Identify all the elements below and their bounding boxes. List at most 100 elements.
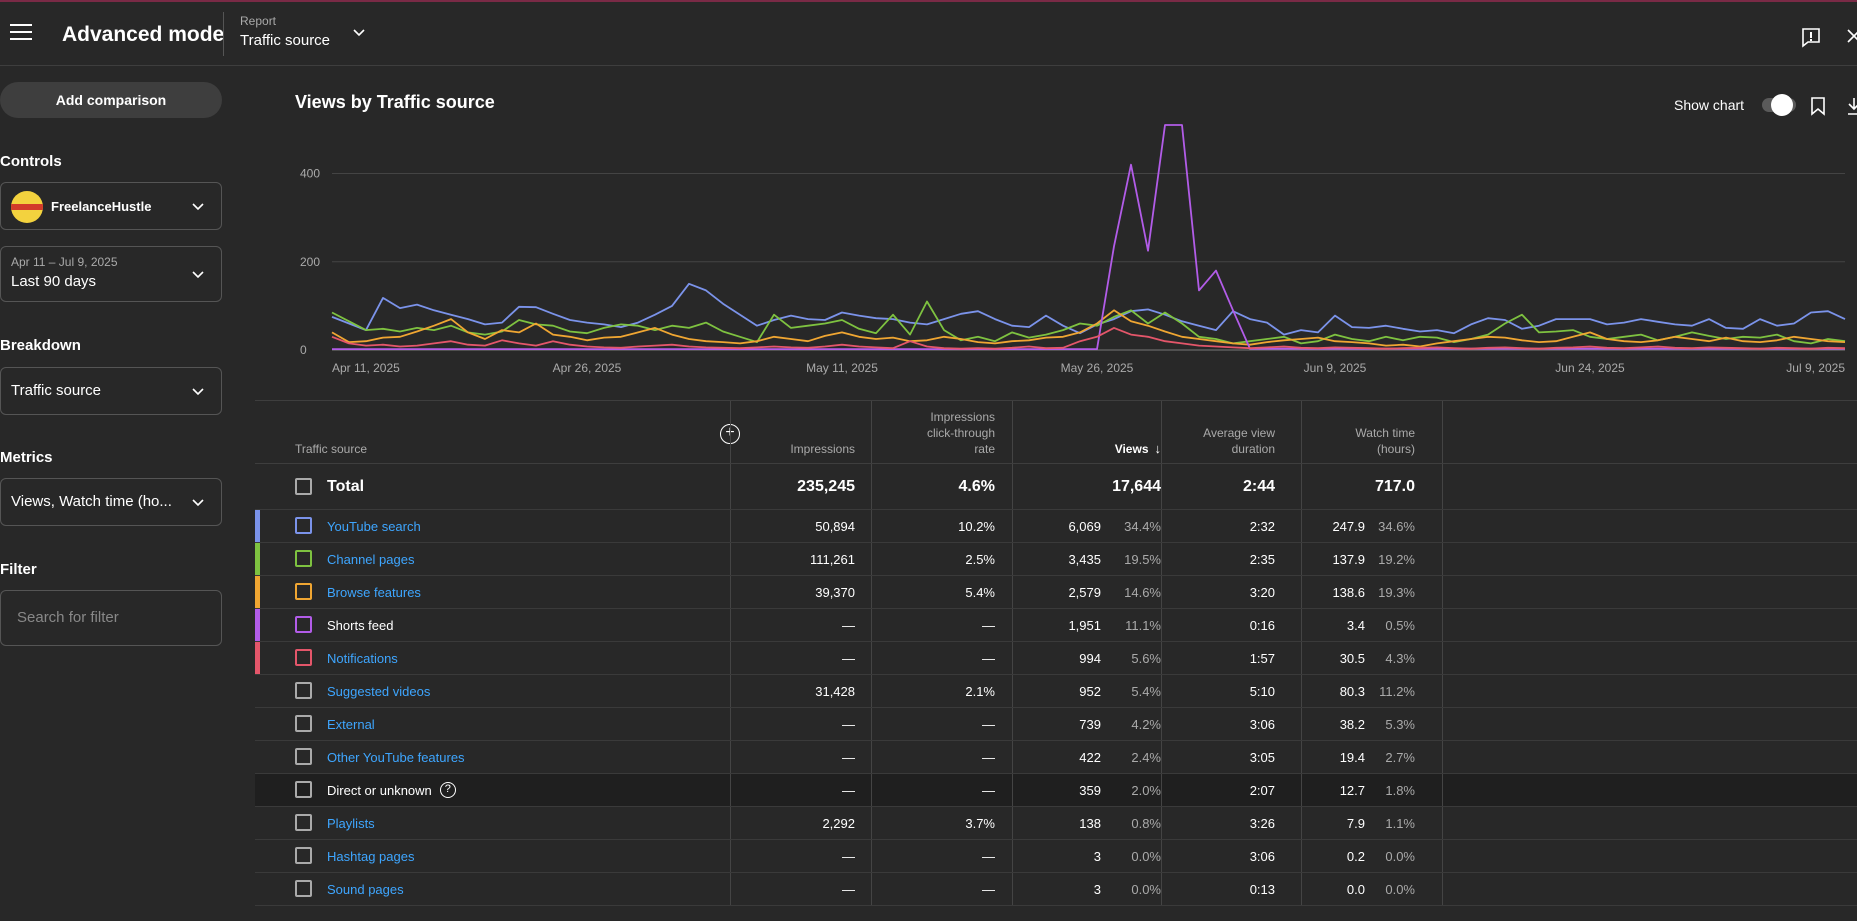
row-checkbox[interactable] xyxy=(295,748,312,765)
header-avg-view-duration[interactable]: Average view duration xyxy=(1203,426,1275,456)
row-checkbox[interactable] xyxy=(295,880,312,897)
watch-time-cell: 137.9 xyxy=(1332,551,1365,567)
views-pct-cell: 5.6% xyxy=(1131,650,1161,666)
impressions-cell: 50,894 xyxy=(815,518,855,534)
row-checkbox[interactable] xyxy=(295,517,312,534)
feedback-icon[interactable] xyxy=(1800,26,1822,48)
filter-search-input[interactable]: Search for filter xyxy=(0,590,222,646)
download-icon[interactable] xyxy=(1846,96,1857,116)
header-watch-time[interactable]: Watch time (hours) xyxy=(1355,426,1415,456)
ctr-cell: 5.4% xyxy=(965,584,995,600)
impressions-cell: — xyxy=(842,782,855,798)
source-name[interactable]: Notifications xyxy=(327,650,398,666)
impressions-cell: 111,261 xyxy=(809,551,855,567)
source-name[interactable]: Sound pages xyxy=(327,881,404,897)
impressions-cell: 31,428 xyxy=(815,683,855,699)
watch-time-cell: 80.3 xyxy=(1339,683,1365,699)
impressions-cell: 2,292 xyxy=(822,815,855,831)
row-checkbox[interactable] xyxy=(295,781,312,798)
avd-cell: 1:57 xyxy=(1249,650,1275,666)
source-name[interactable]: Channel pages xyxy=(327,551,415,567)
impressions-cell: — xyxy=(842,716,855,732)
hamburger-menu-icon[interactable] xyxy=(10,24,32,44)
x-tick-label: May 11, 2025 xyxy=(806,361,878,375)
watch-time-cell: 12.7 xyxy=(1339,782,1365,798)
title-divider xyxy=(223,12,224,56)
watch-pct-cell: 4.3% xyxy=(1385,650,1415,666)
views-pct-cell: 0.8% xyxy=(1131,815,1161,831)
header-views[interactable]: Views ↓ xyxy=(1114,441,1162,456)
channel-select[interactable]: FreelanceHustle xyxy=(0,182,222,230)
metrics-select[interactable]: Views, Watch time (ho... xyxy=(0,478,222,526)
row-checkbox[interactable] xyxy=(295,649,312,666)
watch-time-cell: 3.4 xyxy=(1346,617,1365,633)
source-name[interactable]: Hashtag pages xyxy=(327,848,415,864)
ctr-cell: — xyxy=(982,749,995,765)
source-name[interactable]: Suggested videos xyxy=(327,683,431,699)
close-icon[interactable] xyxy=(1846,28,1857,44)
avd-cell: 3:26 xyxy=(1249,815,1275,831)
row-checkbox[interactable] xyxy=(295,583,312,600)
views-pct-cell: 0.0% xyxy=(1131,881,1161,897)
table-row: External — — 739 4.2% 3:06 38.2 5.3% xyxy=(255,708,1857,741)
ctr-cell: — xyxy=(982,617,995,633)
views-cell: 422 xyxy=(1079,749,1101,765)
header-ctr[interactable]: Impressions click-through rate xyxy=(926,410,995,456)
report-select[interactable]: Traffic source xyxy=(240,32,331,49)
source-name[interactable]: External xyxy=(327,716,375,732)
views-cell: 1,951 xyxy=(1068,617,1101,633)
chevron-down-icon[interactable] xyxy=(352,26,366,40)
series-color-bar xyxy=(255,510,260,542)
avd-cell: 2:32 xyxy=(1249,518,1275,534)
sort-down-icon: ↓ xyxy=(1154,441,1162,456)
x-tick-label: Apr 26, 2025 xyxy=(553,361,622,375)
source-name[interactable]: Other YouTube features xyxy=(327,749,465,765)
table-row: Direct or unknown? — — 359 2.0% 2:07 12.… xyxy=(255,774,1857,807)
views-cell: 739 xyxy=(1079,716,1101,732)
x-tick-label: Jun 24, 2025 xyxy=(1555,361,1625,375)
watch-pct-cell: 1.1% xyxy=(1385,815,1415,831)
bookmark-icon[interactable] xyxy=(1810,96,1826,116)
x-tick-label: May 26, 2025 xyxy=(1061,361,1134,375)
views-cell: 2,579 xyxy=(1068,584,1101,600)
table-row: Notifications — — 994 5.6% 1:57 30.5 4.3… xyxy=(255,642,1857,675)
total-checkbox[interactable] xyxy=(295,478,312,495)
series-line xyxy=(331,326,1846,350)
avd-cell: 0:16 xyxy=(1249,617,1275,633)
views-cell: 6,069 xyxy=(1068,518,1101,534)
source-name[interactable]: Browse features xyxy=(327,584,421,600)
breakdown-value: Traffic source xyxy=(11,382,102,399)
date-range-select[interactable]: Apr 11 – Jul 9, 2025 Last 90 days xyxy=(0,246,222,302)
toggle-knob[interactable] xyxy=(1771,94,1793,116)
row-checkbox[interactable] xyxy=(295,682,312,699)
impressions-cell: — xyxy=(842,848,855,864)
row-checkbox[interactable] xyxy=(295,847,312,864)
watch-time-cell: 7.9 xyxy=(1346,815,1365,831)
chevron-down-icon xyxy=(192,271,204,279)
header-impressions[interactable]: Impressions xyxy=(790,442,855,456)
x-tick-label: Apr 11, 2025 xyxy=(332,361,400,375)
row-checkbox[interactable] xyxy=(295,550,312,567)
row-checkbox[interactable] xyxy=(295,715,312,732)
impressions-cell: — xyxy=(842,617,855,633)
series-line xyxy=(332,124,1845,351)
breakdown-select[interactable]: Traffic source xyxy=(0,367,222,415)
avd-cell: 3:05 xyxy=(1249,749,1275,765)
watch-pct-cell: 0.0% xyxy=(1385,881,1415,897)
help-icon[interactable]: ? xyxy=(439,782,456,798)
watch-pct-cell: 19.2% xyxy=(1378,551,1415,567)
watch-pct-cell: 1.8% xyxy=(1385,782,1415,798)
table-row: Other YouTube features — — 422 2.4% 3:05… xyxy=(255,741,1857,774)
views-line-chart: 0 200 400 Apr 11, 2025 Apr 26, 2025 May 11, 2… xyxy=(300,124,1846,375)
views-pct-cell: 2.4% xyxy=(1131,749,1161,765)
source-name[interactable]: YouTube search xyxy=(327,518,421,534)
row-checkbox[interactable] xyxy=(295,814,312,831)
avd-cell: 0:13 xyxy=(1249,881,1275,897)
row-checkbox[interactable] xyxy=(295,616,312,633)
source-name: Shorts feed xyxy=(327,617,394,633)
watch-time-cell: 0.0 xyxy=(1346,881,1365,897)
watch-pct-cell: 0.0% xyxy=(1385,848,1415,864)
add-comparison-button[interactable]: Add comparison xyxy=(0,82,222,118)
avd-cell: 3:06 xyxy=(1249,848,1275,864)
source-name[interactable]: Playlists xyxy=(327,815,375,831)
